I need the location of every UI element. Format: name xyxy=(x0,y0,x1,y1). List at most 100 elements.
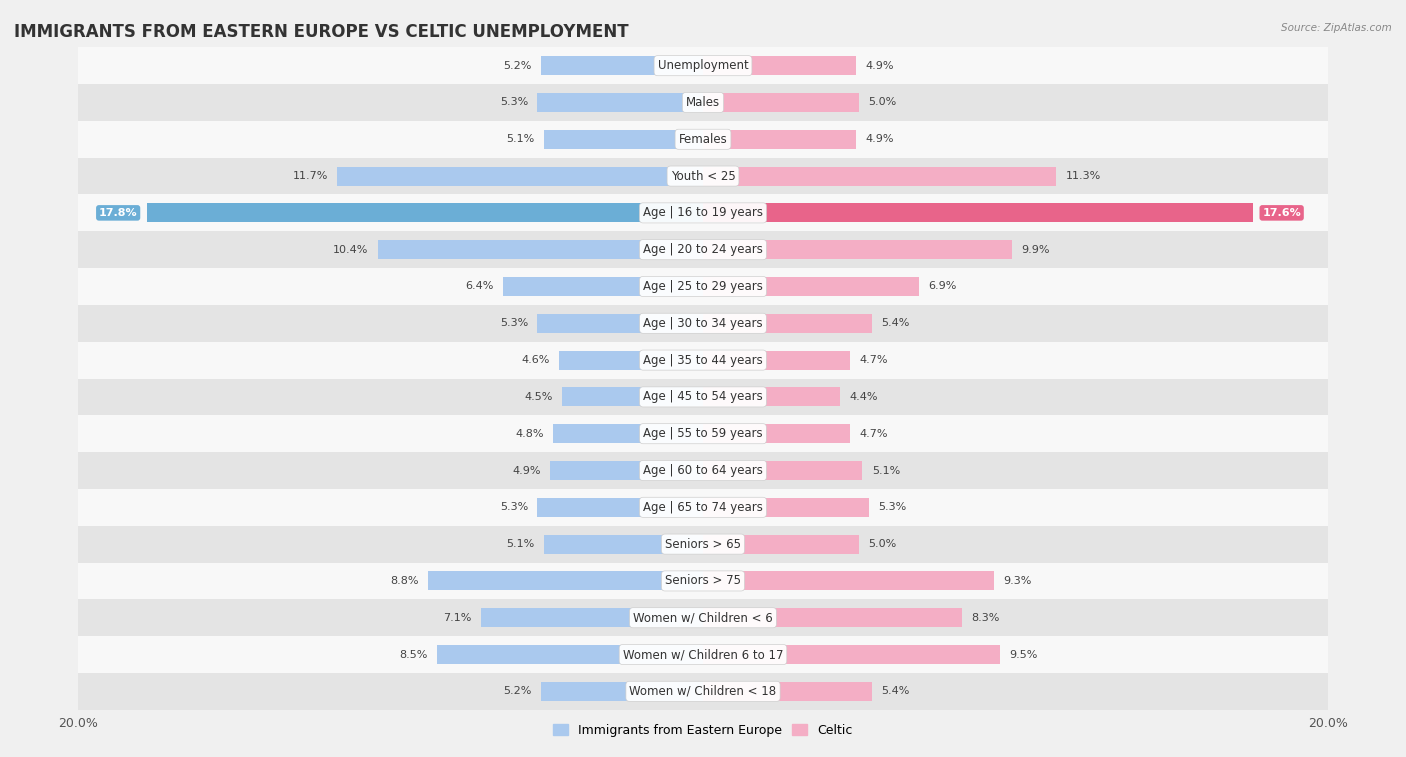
Bar xyxy=(79,673,1327,710)
Text: Unemployment: Unemployment xyxy=(658,59,748,72)
Text: Age | 35 to 44 years: Age | 35 to 44 years xyxy=(643,354,763,366)
Bar xyxy=(562,388,703,407)
Bar xyxy=(540,56,703,75)
Text: Youth < 25: Youth < 25 xyxy=(671,170,735,182)
Bar xyxy=(537,498,703,517)
Bar xyxy=(703,608,962,628)
Bar xyxy=(703,350,849,369)
Text: 5.1%: 5.1% xyxy=(872,466,900,475)
Text: 7.1%: 7.1% xyxy=(443,612,472,623)
Bar xyxy=(703,93,859,112)
Bar xyxy=(481,608,703,628)
Text: 17.8%: 17.8% xyxy=(98,208,138,218)
Bar xyxy=(79,341,1327,378)
Bar xyxy=(378,240,703,259)
Text: 11.7%: 11.7% xyxy=(292,171,328,181)
Text: Seniors > 65: Seniors > 65 xyxy=(665,537,741,550)
Bar xyxy=(703,424,849,444)
Bar xyxy=(703,204,1253,223)
Text: 5.4%: 5.4% xyxy=(882,318,910,329)
Text: 4.6%: 4.6% xyxy=(522,355,550,365)
Text: 4.5%: 4.5% xyxy=(524,392,553,402)
Bar xyxy=(146,204,703,223)
Text: Age | 20 to 24 years: Age | 20 to 24 years xyxy=(643,243,763,256)
Text: 5.3%: 5.3% xyxy=(877,503,907,512)
Text: 9.9%: 9.9% xyxy=(1022,245,1050,254)
Bar xyxy=(79,47,1327,84)
Text: 4.9%: 4.9% xyxy=(866,134,894,145)
Text: 5.3%: 5.3% xyxy=(499,318,529,329)
Bar xyxy=(544,129,703,149)
Bar xyxy=(540,682,703,701)
Bar xyxy=(703,498,869,517)
Text: Seniors > 75: Seniors > 75 xyxy=(665,575,741,587)
Text: Women w/ Children < 6: Women w/ Children < 6 xyxy=(633,611,773,625)
Bar xyxy=(79,562,1327,600)
Bar xyxy=(703,313,872,333)
Text: Age | 55 to 59 years: Age | 55 to 59 years xyxy=(643,427,763,441)
Text: 5.1%: 5.1% xyxy=(506,134,534,145)
Text: 9.5%: 9.5% xyxy=(1010,650,1038,659)
Text: 6.4%: 6.4% xyxy=(465,282,494,291)
Bar xyxy=(437,645,703,664)
Text: Males: Males xyxy=(686,96,720,109)
Text: 5.1%: 5.1% xyxy=(506,539,534,549)
Text: 9.3%: 9.3% xyxy=(1002,576,1032,586)
Text: 17.6%: 17.6% xyxy=(1263,208,1301,218)
Bar xyxy=(703,240,1012,259)
Text: Age | 60 to 64 years: Age | 60 to 64 years xyxy=(643,464,763,477)
Bar xyxy=(79,378,1327,416)
Text: Age | 45 to 54 years: Age | 45 to 54 years xyxy=(643,391,763,403)
Text: 8.8%: 8.8% xyxy=(391,576,419,586)
Bar xyxy=(703,277,918,296)
Text: Women w/ Children 6 to 17: Women w/ Children 6 to 17 xyxy=(623,648,783,661)
Text: 8.3%: 8.3% xyxy=(972,612,1000,623)
Text: 10.4%: 10.4% xyxy=(333,245,368,254)
Bar xyxy=(550,461,703,480)
Bar xyxy=(337,167,703,185)
Bar xyxy=(703,461,862,480)
Bar xyxy=(79,636,1327,673)
Bar xyxy=(79,600,1327,636)
Bar xyxy=(553,424,703,444)
Text: Source: ZipAtlas.com: Source: ZipAtlas.com xyxy=(1281,23,1392,33)
Bar xyxy=(79,268,1327,305)
Bar xyxy=(79,489,1327,525)
Bar xyxy=(537,93,703,112)
Bar xyxy=(79,232,1327,268)
Bar xyxy=(427,572,703,590)
Bar xyxy=(537,313,703,333)
Bar xyxy=(703,167,1056,185)
Bar xyxy=(79,195,1327,232)
Text: 4.7%: 4.7% xyxy=(859,355,887,365)
Text: 5.0%: 5.0% xyxy=(869,98,897,107)
Text: 4.8%: 4.8% xyxy=(515,428,544,439)
Bar xyxy=(703,534,859,553)
Bar xyxy=(703,388,841,407)
Bar xyxy=(703,645,1000,664)
Bar xyxy=(79,121,1327,157)
Text: 5.3%: 5.3% xyxy=(499,98,529,107)
Text: 4.9%: 4.9% xyxy=(866,61,894,70)
Text: 5.3%: 5.3% xyxy=(499,503,529,512)
Bar xyxy=(703,682,872,701)
Text: IMMIGRANTS FROM EASTERN EUROPE VS CELTIC UNEMPLOYMENT: IMMIGRANTS FROM EASTERN EUROPE VS CELTIC… xyxy=(14,23,628,41)
Bar xyxy=(560,350,703,369)
Text: 5.2%: 5.2% xyxy=(503,687,531,696)
Text: 8.5%: 8.5% xyxy=(399,650,427,659)
Bar xyxy=(79,416,1327,452)
Text: Age | 16 to 19 years: Age | 16 to 19 years xyxy=(643,207,763,220)
Text: Age | 25 to 29 years: Age | 25 to 29 years xyxy=(643,280,763,293)
Bar xyxy=(79,157,1327,195)
Text: 4.7%: 4.7% xyxy=(859,428,887,439)
Text: 5.0%: 5.0% xyxy=(869,539,897,549)
Bar xyxy=(79,84,1327,121)
Bar xyxy=(703,572,994,590)
Text: Age | 65 to 74 years: Age | 65 to 74 years xyxy=(643,501,763,514)
Text: 4.4%: 4.4% xyxy=(849,392,879,402)
Legend: Immigrants from Eastern Europe, Celtic: Immigrants from Eastern Europe, Celtic xyxy=(548,719,858,742)
Bar xyxy=(703,56,856,75)
Text: Females: Females xyxy=(679,132,727,146)
Text: 11.3%: 11.3% xyxy=(1066,171,1101,181)
Bar xyxy=(503,277,703,296)
